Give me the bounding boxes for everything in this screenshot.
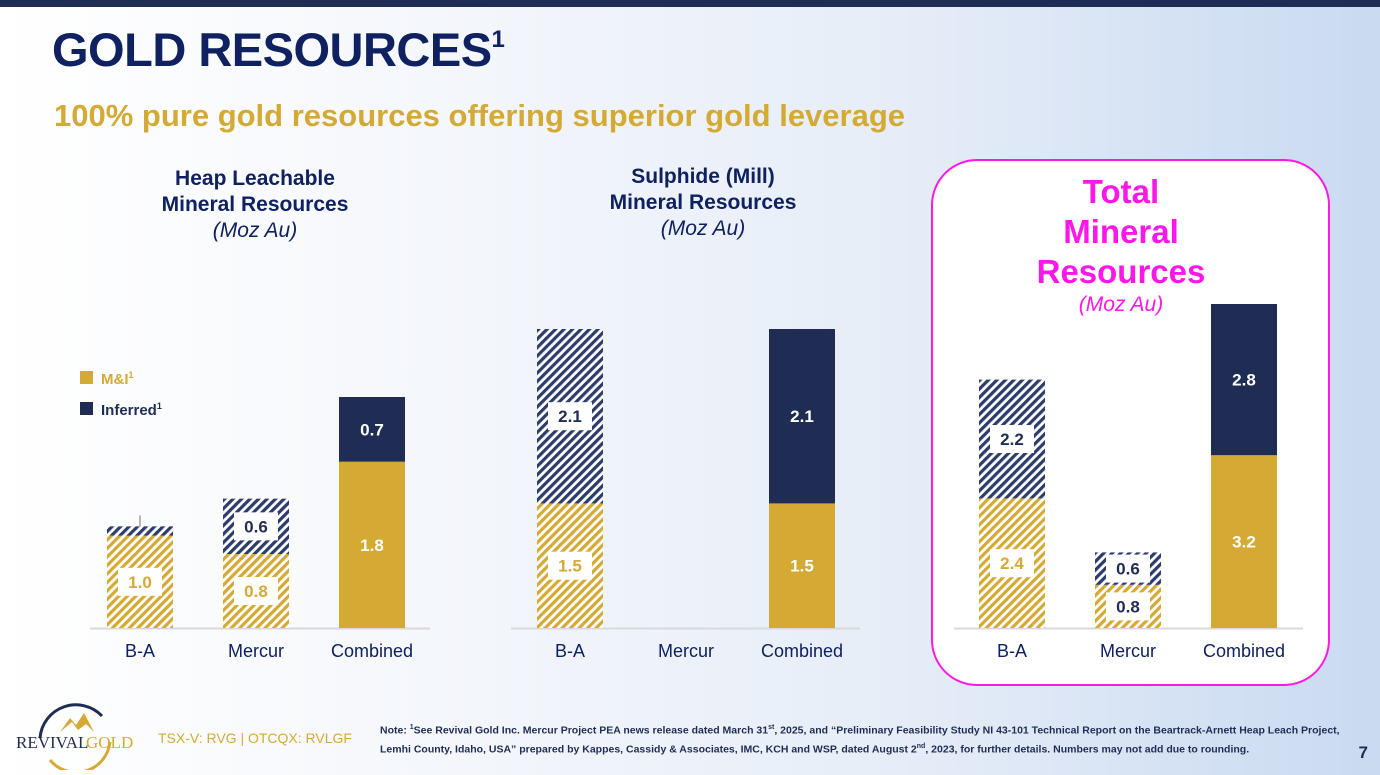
total-title-line1: Total [1082, 173, 1160, 210]
total-chart: 2.4 2.2 B-A 0.8 0.6 Mercur 3.2 2.8 Combined [954, 304, 1303, 661]
heap-category-label: Combined [331, 641, 413, 661]
note-footnote-marker: 1 [409, 724, 414, 731]
ticker-symbols: TSX-V: RVG | OTCQX: RVLGF [158, 730, 352, 746]
sulphide-title-line2: Mineral Resources [609, 191, 797, 214]
sulphide-chart: 1.5 2.1 B-A Mercur 1.5 2.1 Combined [511, 329, 860, 661]
total-bar-mercur-inferred-label: 0.6 [1116, 560, 1140, 579]
page-number: 7 [1358, 743, 1368, 762]
mountain-icon [60, 713, 94, 732]
legend-label-mi: M&I [101, 371, 129, 388]
legend-label-inferred: Inferred [101, 402, 157, 419]
title-footnote-marker: 1 [491, 26, 505, 53]
sulphide-bar-combined-inferred-label: 2.1 [790, 407, 814, 426]
logo-word-gold: GOLD [86, 733, 133, 752]
heap-title-line2: Mineral Resources [161, 193, 349, 216]
heap-bar-mercur-mi-label-box [234, 577, 278, 606]
slide-subtitle: 100% pure gold resources offering superi… [54, 98, 906, 133]
heap-bar-mercur-inferred-label-box [234, 512, 278, 541]
heap-bar-combined-inferred-label: 0.7 [360, 420, 384, 439]
heap-bar-mercur-mi-label: 0.8 [244, 582, 268, 601]
note-sup-nd: nd [916, 742, 926, 750]
legend-item-inferred: Inferred1 [80, 393, 162, 424]
heap-bar-combined-inferred [339, 397, 405, 462]
sulphide-chart-title: Sulphide (Mill) Mineral Resources (Moz A… [553, 164, 853, 242]
top-accent-bar [0, 0, 1380, 7]
total-title-line3: Resources [1036, 253, 1206, 290]
total-bar-mercur-inferred-label-box [1106, 554, 1150, 583]
legend-swatch-mi [80, 371, 93, 384]
sulphide-category-label: Mercur [658, 641, 714, 661]
heap-bar-combined-mi-label: 1.8 [360, 536, 384, 555]
logo-arc-gold [48, 741, 112, 770]
heap-category-label: Mercur [228, 641, 284, 661]
total-category-label: B-A [997, 641, 1027, 661]
sulphide-bar-combined-mi-label: 1.5 [790, 557, 814, 576]
note-sup-st: st [768, 724, 775, 731]
total-bar-ba-mi-label: 2.4 [1000, 554, 1024, 573]
sulphide-category-label: Combined [761, 641, 843, 661]
total-title-line2: Mineral [1063, 213, 1179, 250]
heap-bar-combined-mi [339, 461, 405, 628]
legend-footnote-inferred: 1 [156, 401, 162, 411]
total-bar-combined-mi [1211, 455, 1277, 628]
logo-word-revival: REVIVAL [16, 733, 88, 752]
total-bar-ba-mi-label-box [990, 549, 1034, 578]
total-bar-combined-inferred [1211, 304, 1277, 456]
slide-title-text: GOLD RESOURCES [52, 23, 492, 76]
total-bar-combined-inferred-label: 2.8 [1232, 371, 1256, 390]
total-bar-mercur-mi-label: 0.8 [1116, 597, 1140, 616]
revival-gold-logo: REVIVAL GOLD [16, 703, 133, 770]
sulphide-bar-combined-mi [769, 503, 835, 628]
footnote: Note: 1See Revival Gold Inc. Mercur Proj… [380, 720, 1340, 757]
sulphide-bar-ba-mi-label-box [548, 551, 592, 580]
sulphide-bar-ba-inferred-label: 2.1 [558, 407, 582, 426]
total-bar-mercur-mi-label-box [1106, 592, 1150, 621]
note-prefix: Note: [380, 724, 410, 737]
slide-title: GOLD RESOURCES1 [52, 22, 505, 77]
sulphide-title-line1: Sulphide (Mill) [631, 165, 775, 188]
legend-footnote-mi: 1 [128, 370, 134, 380]
legend-swatch-inferred [80, 402, 93, 415]
note-text-2: , 2025, and “Preliminary Feasibility Stu… [380, 724, 1340, 756]
total-category-label: Mercur [1100, 641, 1156, 661]
note-text-3: , 2023, for further details. Numbers may… [925, 743, 1250, 755]
sulphide-bar-ba-mi-label: 1.5 [558, 557, 582, 576]
sulphide-category-label: B-A [555, 641, 585, 661]
heap-unit: (Moz Au) [212, 219, 298, 242]
heap-chart-title: Heap Leachable Mineral Resources (Moz Au… [105, 166, 405, 244]
heap-bar-mercur-inferred-label: 0.6 [244, 517, 268, 536]
sulphide-bar-combined-inferred [769, 329, 835, 504]
heap-bar-ba-mi-label-box [118, 567, 162, 596]
heap-title-line1: Heap Leachable [175, 167, 335, 190]
heap-bar-ba-inferred [107, 526, 173, 536]
heap-bar-ba-mi-label: 1.0 [128, 573, 152, 592]
sulphide-unit: (Moz Au) [660, 217, 746, 240]
total-bar-combined-mi-label: 3.2 [1232, 533, 1256, 552]
total-unit: (Moz Au) [1078, 293, 1164, 316]
sulphide-bar-ba-inferred-label-box [548, 402, 592, 431]
note-text-1: See Revival Gold Inc. Mercur Project PEA… [413, 724, 769, 737]
total-chart-title: Total Mineral Resources (Moz Au) [931, 172, 1311, 318]
total-category-label: Combined [1203, 641, 1285, 661]
total-bar-ba-inferred-label: 2.2 [1000, 430, 1024, 449]
logo-arc-navy [38, 703, 104, 739]
legend-item-mi: M&I1 [80, 362, 162, 393]
chart-legend: M&I1 Inferred1 [80, 362, 162, 424]
heap-category-label: B-A [125, 641, 155, 661]
heap-leach-chart: 1.0 B-A 0.8 0.6 Mercur 1.8 0.7 Combined [90, 397, 430, 661]
total-bar-ba-inferred-label-box [990, 425, 1034, 453]
